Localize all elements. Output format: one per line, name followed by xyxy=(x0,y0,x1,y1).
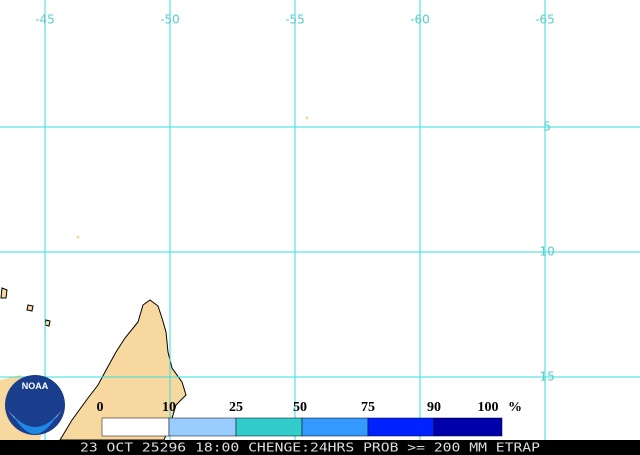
footer-bar xyxy=(0,440,640,455)
legend-swatch xyxy=(168,417,237,437)
legend-label: 100 xyxy=(478,400,499,415)
island xyxy=(59,299,187,441)
islet xyxy=(305,116,309,120)
footer-text: 23 OCT 25296 18:00 CHENGE:24HRS PROB >= … xyxy=(80,441,540,455)
islet xyxy=(0,287,8,299)
legend-swatch xyxy=(433,417,503,437)
islet xyxy=(26,304,34,312)
longitude-label: -65 xyxy=(535,13,555,27)
legend-swatch xyxy=(235,417,303,437)
legend-unit: % xyxy=(508,400,522,415)
logo-circle xyxy=(5,375,65,435)
graticule: -45 -50 -55 -60 -65 -5 -10 -15 xyxy=(0,0,640,440)
longitude-label: -60 xyxy=(410,13,430,27)
legend-swatch xyxy=(367,417,435,437)
legend-label: 90 xyxy=(427,400,441,415)
latitude-label: -10 xyxy=(535,245,555,259)
legend: 0 10 25 50 75 90 100% xyxy=(97,400,522,437)
longitude-label: -45 xyxy=(35,13,55,27)
islet xyxy=(76,235,80,239)
logo: NOAA xyxy=(5,375,65,435)
longitude-label: -50 xyxy=(160,13,180,27)
legend-label: 75 xyxy=(361,400,375,415)
legend-label: 10 xyxy=(162,400,176,415)
latitude-label: -15 xyxy=(535,370,555,384)
islet xyxy=(44,319,51,327)
legend-swatch xyxy=(101,417,170,437)
legend-label: 0 xyxy=(97,400,104,415)
legend-swatch xyxy=(301,417,369,437)
longitude-label: -55 xyxy=(285,13,305,27)
logo-wave xyxy=(12,414,58,434)
legend-label: 25 xyxy=(229,400,243,415)
latitude-label: -5 xyxy=(539,120,551,134)
logo-text: NOAA xyxy=(22,381,49,391)
legend-label: 50 xyxy=(293,400,307,415)
